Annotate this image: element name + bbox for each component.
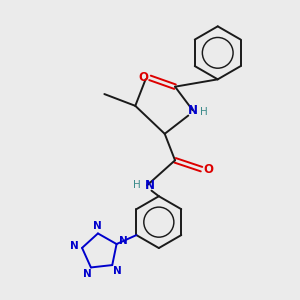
Text: N: N: [188, 104, 198, 117]
Text: N: N: [83, 269, 92, 279]
Text: H: H: [133, 180, 141, 190]
Text: H: H: [200, 107, 208, 117]
Text: N: N: [113, 266, 122, 275]
Text: N: N: [70, 242, 79, 251]
Text: O: O: [139, 71, 148, 84]
Text: O: O: [203, 163, 213, 176]
Text: N: N: [145, 179, 155, 192]
Text: N: N: [93, 221, 101, 231]
Text: N: N: [119, 236, 128, 246]
